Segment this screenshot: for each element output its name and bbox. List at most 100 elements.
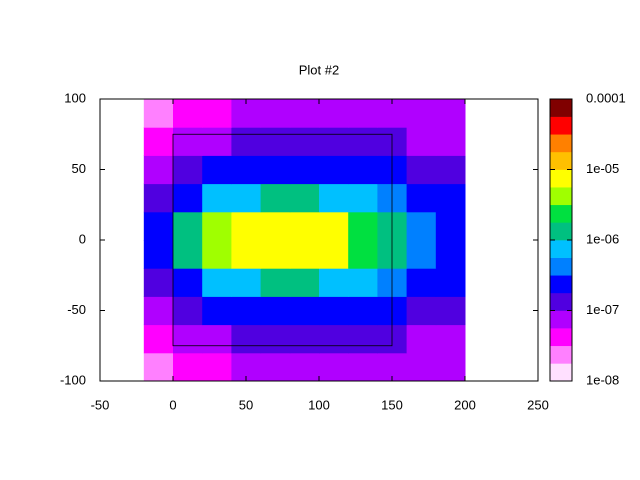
heat-cell: [231, 155, 262, 185]
heat-cell: [319, 352, 349, 382]
x-tick-label: 0: [169, 397, 176, 412]
heat-cell: [406, 268, 437, 297]
heat-cell: [231, 211, 262, 241]
heat-cell: [435, 268, 466, 297]
heat-cell: [348, 183, 378, 213]
y-tick-label: 50: [72, 161, 86, 176]
x-tick-label: 150: [381, 397, 403, 412]
heat-cell: [435, 211, 466, 241]
heat-cell: [260, 211, 291, 241]
heat-cell: [260, 155, 291, 185]
heat-cell: [406, 183, 437, 213]
heat-cell: [406, 352, 437, 382]
colorbar-band: [550, 257, 572, 276]
colorbar-band: [550, 292, 572, 311]
heat-cell: [231, 296, 262, 326]
heat-cell: [173, 352, 203, 382]
heat-cell: [260, 268, 291, 297]
heat-cell: [289, 183, 320, 213]
y-tick-label: -100: [60, 372, 86, 387]
heat-cell: [143, 155, 174, 185]
heat-cell: [289, 352, 320, 382]
heat-cell: [406, 99, 437, 128]
heat-cell: [348, 240, 378, 269]
heat-cell: [143, 268, 174, 297]
heat-cell: [319, 183, 349, 213]
heat-cell: [406, 240, 437, 269]
colorbar-band: [550, 328, 572, 347]
colorbar-band: [550, 310, 572, 329]
x-tick-label: 200: [454, 397, 476, 412]
colorbar-band: [550, 187, 572, 206]
heat-cell: [348, 211, 378, 241]
heat-cell: [260, 352, 291, 382]
heat-cell: [406, 127, 437, 156]
heat-cell: [143, 296, 174, 326]
heat-cell: [173, 211, 203, 241]
heat-cell: [231, 183, 262, 213]
colorbar-band: [550, 222, 572, 241]
heat-cell: [289, 240, 320, 269]
heat-cell: [435, 183, 466, 213]
heat-cell: [319, 296, 349, 326]
heat-cell: [202, 296, 232, 326]
heat-cell: [202, 352, 232, 382]
heat-cell: [143, 211, 174, 241]
colorbar-tick-label: 1e-07: [586, 302, 619, 317]
heat-cell: [202, 268, 232, 297]
heat-cell: [143, 99, 174, 128]
heat-cell: [319, 99, 349, 128]
chart-title: Plot #2: [299, 62, 339, 77]
heat-cell: [202, 324, 232, 354]
colorbar-band: [550, 134, 572, 153]
heat-cell: [143, 183, 174, 213]
heat-cell: [143, 127, 174, 156]
colorbar-tick-label: 1e-08: [586, 372, 619, 387]
colorbar-band: [550, 116, 572, 135]
heat-cell: [173, 268, 203, 297]
heat-cell: [406, 324, 437, 354]
heat-cell: [435, 155, 466, 185]
heat-cell: [231, 127, 262, 156]
colorbar-tick-label: 1e-06: [586, 231, 619, 246]
heat-cell: [319, 127, 349, 156]
heat-cell: [231, 268, 262, 297]
heat-cell: [348, 296, 378, 326]
heat-cell: [348, 268, 378, 297]
x-tick-label: -50: [91, 397, 110, 412]
heat-cell: [260, 296, 291, 326]
heat-cell: [289, 324, 320, 354]
heat-cell: [319, 324, 349, 354]
heat-cell: [435, 127, 466, 156]
heat-cell: [231, 240, 262, 269]
heat-cell: [289, 127, 320, 156]
heat-cell: [202, 183, 232, 213]
colorbar-band: [550, 151, 572, 170]
heat-cell: [435, 352, 466, 382]
heat-cell: [435, 296, 466, 326]
heat-cell: [289, 99, 320, 128]
heat-cell: [289, 211, 320, 241]
heat-cell: [406, 296, 437, 326]
heat-cell: [143, 352, 174, 382]
heat-cell: [202, 211, 232, 241]
y-tick-label: 0: [79, 231, 86, 246]
y-tick-label: -50: [67, 302, 86, 317]
heat-cell: [348, 352, 378, 382]
heat-cell: [202, 127, 232, 156]
heat-cell: [348, 99, 378, 128]
heat-cell: [289, 155, 320, 185]
colorbar-band: [550, 363, 572, 382]
outline-box: [172, 133, 393, 347]
heat-cell: [289, 268, 320, 297]
heat-cell: [435, 324, 466, 354]
heat-cell: [348, 324, 378, 354]
heat-cell: [348, 155, 378, 185]
heat-cell: [319, 240, 349, 269]
heat-cell: [143, 240, 174, 269]
x-tick-label: 100: [308, 397, 330, 412]
heat-cell: [319, 211, 349, 241]
heat-cell: [173, 155, 203, 185]
heat-cell: [260, 99, 291, 128]
